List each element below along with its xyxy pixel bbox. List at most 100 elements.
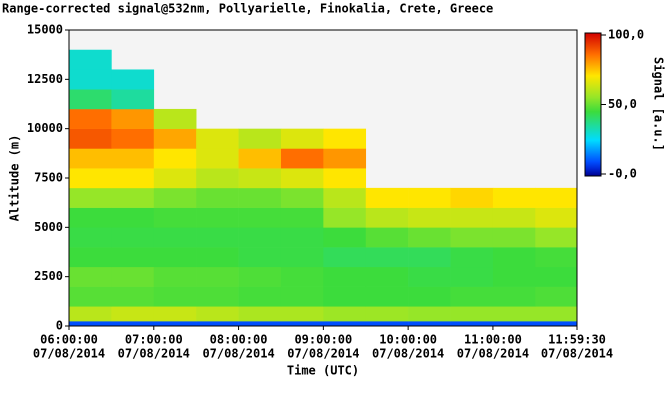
heatmap-cell: [280, 187, 324, 208]
heatmap-cell: [153, 108, 197, 129]
heatmap-cell: [69, 89, 112, 110]
heatmap-cell: [111, 286, 155, 307]
heatmap-cell: [196, 306, 239, 322]
colorbar-label: Signal [a.u.]: [652, 57, 666, 151]
x-tick-label: 11:00:00: [464, 333, 522, 347]
heatmap-cell: [280, 227, 324, 248]
heatmap-cell: [280, 168, 324, 189]
heatmap-cell: [153, 247, 197, 268]
heatmap-cell: [535, 187, 578, 208]
x-axis-label: Time (UTC): [287, 364, 359, 378]
x-tick-date: 07/08/2014: [202, 347, 274, 361]
heatmap-cell: [111, 247, 155, 268]
heatmap-cell: [450, 306, 494, 322]
heatmap-cell: [69, 306, 112, 322]
heatmap-cell: [408, 207, 451, 228]
heatmap-cell: [69, 128, 112, 149]
heatmap-cell: [408, 321, 451, 327]
x-tick-date: 07/08/2014: [541, 347, 613, 361]
heatmap-cell: [238, 306, 282, 322]
heatmap-cell: [69, 187, 112, 208]
x-tick-label: 08:00:00: [210, 333, 268, 347]
heatmap-cell: [196, 168, 239, 189]
heatmap-cell: [69, 207, 112, 228]
heatmap-cell: [365, 247, 409, 268]
x-tick-label: 11:59:30: [548, 333, 606, 347]
heatmap-cell: [535, 266, 578, 287]
x-tick-label: 10:00:00: [379, 333, 437, 347]
heatmap-cell: [69, 247, 112, 268]
heatmap-cell: [153, 168, 197, 189]
heatmap-cell: [450, 247, 494, 268]
heatmap-cell: [153, 321, 197, 327]
heatmap-cell: [153, 266, 197, 287]
heatmap-cell: [323, 227, 367, 248]
heatmap-cell: [535, 207, 578, 228]
heatmap-cell: [365, 266, 409, 287]
heatmap-cell: [69, 321, 112, 327]
heatmap-cell: [196, 148, 239, 169]
heatmap-cells: [69, 49, 578, 327]
heatmap-cell: [238, 227, 282, 248]
x-tick-date: 07/08/2014: [372, 347, 444, 361]
heatmap-cell: [323, 306, 367, 322]
heatmap-cell: [196, 128, 239, 149]
heatmap-cell: [450, 187, 494, 208]
heatmap-cell: [280, 266, 324, 287]
x-tick-label: 07:00:00: [125, 333, 183, 347]
heatmap-cell: [492, 266, 536, 287]
heatmap-cell: [450, 266, 494, 287]
heatmap-cell: [196, 207, 239, 228]
heatmap-cell: [196, 286, 239, 307]
heatmap-cell: [450, 207, 494, 228]
heatmap-cell: [111, 89, 155, 110]
heatmap-cell: [69, 168, 112, 189]
heatmap-cell: [238, 286, 282, 307]
heatmap-cell: [323, 148, 367, 169]
heatmap-cell: [323, 247, 367, 268]
x-tick-date: 07/08/2014: [118, 347, 190, 361]
heatmap-cell: [153, 207, 197, 228]
y-tick-label: 7500: [34, 171, 63, 185]
heatmap-cell: [196, 247, 239, 268]
heatmap-cell: [323, 168, 367, 189]
heatmap-cell: [365, 207, 409, 228]
heatmap-cell: [323, 321, 367, 327]
heatmap-cell: [238, 168, 282, 189]
heatmap-cell: [365, 321, 409, 327]
heatmap-cell: [280, 148, 324, 169]
y-tick-label: 10000: [27, 121, 63, 135]
x-tick-label: 06:00:00: [40, 333, 98, 347]
heatmap-cell: [111, 69, 155, 90]
heatmap-cell: [69, 69, 112, 90]
heatmap-cell: [153, 286, 197, 307]
heatmap-cell: [280, 247, 324, 268]
heatmap-cell: [69, 49, 112, 70]
heatmap-cell: [153, 187, 197, 208]
heatmap-cell: [492, 187, 536, 208]
heatmap-cell: [535, 306, 578, 322]
heatmap-cell: [323, 286, 367, 307]
colorbar-tick-label: 100,0: [608, 28, 644, 42]
heatmap-cell: [238, 266, 282, 287]
heatmap-cell: [450, 286, 494, 307]
heatmap-cell: [408, 227, 451, 248]
heatmap-cell: [492, 321, 536, 327]
heatmap-cell: [153, 128, 197, 149]
heatmap-cell: [492, 227, 536, 248]
heatmap-cell: [280, 207, 324, 228]
heatmap-cell: [196, 321, 239, 327]
heatmap-cell: [492, 207, 536, 228]
y-tick-label: 2500: [34, 269, 63, 283]
heatmap-cell: [153, 227, 197, 248]
heatmap-cell: [408, 266, 451, 287]
heatmap-cell: [535, 227, 578, 248]
heatmap-cell: [238, 321, 282, 327]
y-tick-label: 15000: [27, 23, 63, 37]
heatmap-cell: [111, 148, 155, 169]
heatmap-cell: [238, 128, 282, 149]
y-axis-label: Altitude (m): [8, 135, 22, 222]
heatmap-cell: [365, 227, 409, 248]
heatmap-cell: [111, 266, 155, 287]
